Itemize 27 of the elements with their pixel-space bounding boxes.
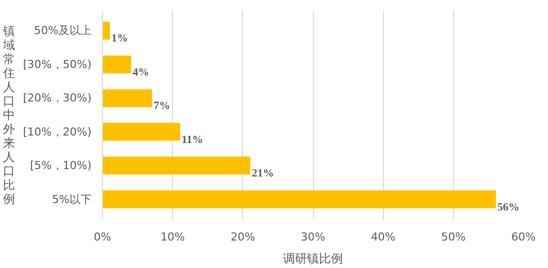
text: 镇域常住人口中外来人口比例 — [3, 24, 16, 206]
y-tick-label: 50%及以上 — [34, 24, 92, 38]
bar — [102, 56, 132, 74]
y-tick-label: [5%，10%) — [30, 159, 92, 172]
x-tick-label: 40% — [370, 230, 396, 244]
bar — [102, 156, 250, 174]
x-tick-label: 50% — [441, 230, 466, 244]
bar — [102, 190, 496, 208]
bar — [102, 122, 180, 141]
y-tick-label: [20%，30%) — [23, 92, 92, 105]
x-tick-label: 60% — [511, 230, 536, 244]
data-label: 1% — [112, 32, 128, 45]
y-tick-label: [30%，50%) — [23, 58, 92, 71]
bar — [102, 22, 110, 40]
x-tick-label: 30% — [300, 230, 326, 244]
data-label: 56% — [497, 201, 520, 214]
x-axis-title: 调研镇比例 — [283, 252, 343, 266]
y-tick-label: 5%以下 — [52, 192, 92, 206]
x-tick-label: 10% — [160, 230, 185, 244]
x-tick-label: 20% — [230, 230, 256, 244]
y-tick-label: [10%，20%) — [23, 125, 92, 138]
x-tick-label: 0% — [94, 230, 112, 244]
data-label: 4% — [132, 66, 150, 78]
data-label: 21% — [252, 168, 274, 180]
data-label: 7% — [154, 100, 170, 112]
data-label: 11% — [182, 134, 204, 146]
bar — [102, 89, 152, 108]
